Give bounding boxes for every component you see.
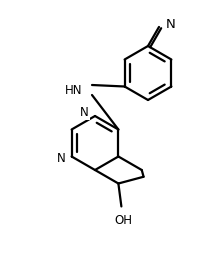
Text: OH: OH	[114, 214, 132, 228]
Text: N: N	[80, 106, 89, 120]
Text: HN: HN	[65, 84, 82, 96]
Text: N: N	[166, 18, 176, 31]
Text: N: N	[57, 152, 66, 165]
